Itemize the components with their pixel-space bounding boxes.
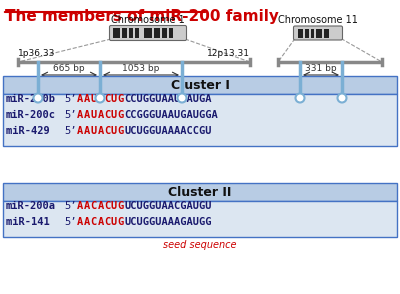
Text: A: A — [77, 201, 83, 211]
Text: 5’: 5’ — [64, 94, 76, 104]
Circle shape — [296, 93, 304, 103]
Text: 331 bp: 331 bp — [305, 64, 337, 73]
FancyBboxPatch shape — [316, 29, 322, 38]
Text: A: A — [84, 110, 90, 120]
FancyBboxPatch shape — [305, 29, 309, 38]
Text: miR-200a: miR-200a — [80, 105, 120, 114]
FancyBboxPatch shape — [135, 28, 139, 38]
FancyBboxPatch shape — [3, 201, 397, 237]
FancyBboxPatch shape — [129, 28, 133, 38]
Text: 12p13.31: 12p13.31 — [207, 49, 250, 58]
Text: miR-200a: miR-200a — [6, 201, 56, 211]
Text: U: U — [90, 126, 97, 136]
Text: The members of miR-200 family: The members of miR-200 family — [5, 9, 279, 24]
FancyBboxPatch shape — [3, 183, 397, 201]
FancyBboxPatch shape — [324, 29, 329, 38]
Text: miR-200c: miR-200c — [6, 110, 56, 120]
FancyBboxPatch shape — [162, 28, 167, 38]
Text: miR-200b: miR-200b — [18, 105, 58, 114]
FancyBboxPatch shape — [298, 29, 303, 38]
Text: C: C — [104, 126, 110, 136]
Text: 5’: 5’ — [64, 126, 76, 136]
Text: C: C — [90, 217, 97, 227]
Text: 1p36.33: 1p36.33 — [18, 49, 55, 58]
FancyBboxPatch shape — [154, 28, 160, 38]
FancyBboxPatch shape — [144, 28, 152, 38]
Text: G: G — [118, 201, 124, 211]
Text: miR-200b: miR-200b — [6, 94, 56, 104]
Text: U: U — [111, 110, 117, 120]
Text: G: G — [118, 110, 124, 120]
Text: A: A — [84, 201, 90, 211]
Text: miR-141: miR-141 — [325, 105, 359, 114]
Text: A: A — [77, 126, 83, 136]
Text: 5’: 5’ — [64, 110, 76, 120]
Text: UCUGGUAAAGAUGG: UCUGGUAAAGAUGG — [124, 217, 212, 227]
Text: miR-141: miR-141 — [6, 217, 56, 227]
Text: U: U — [90, 94, 97, 104]
Text: UCUGGUAACGAUGU: UCUGGUAACGAUGU — [124, 201, 212, 211]
Text: A: A — [84, 126, 90, 136]
Text: A: A — [84, 217, 90, 227]
Text: CCUGGUAAUGAUGA: CCUGGUAAUGAUGA — [124, 94, 212, 104]
Circle shape — [34, 93, 42, 103]
Text: C: C — [104, 94, 110, 104]
FancyBboxPatch shape — [113, 28, 120, 38]
Text: 665 bp: 665 bp — [53, 64, 85, 73]
Text: A: A — [98, 94, 104, 104]
Text: A: A — [98, 217, 104, 227]
FancyBboxPatch shape — [294, 26, 342, 40]
Text: G: G — [118, 217, 124, 227]
Text: Chromosome 11: Chromosome 11 — [278, 15, 358, 25]
FancyBboxPatch shape — [169, 28, 173, 38]
Text: U: U — [111, 94, 117, 104]
FancyBboxPatch shape — [311, 29, 314, 38]
Text: A: A — [77, 94, 83, 104]
Text: UCUGGUAAAACCGU: UCUGGUAAAACCGU — [124, 126, 212, 136]
Text: U: U — [111, 201, 117, 211]
Circle shape — [96, 93, 104, 103]
Text: C: C — [104, 217, 110, 227]
Text: CCGGGUAAUGAUGGA: CCGGGUAAUGAUGGA — [124, 110, 218, 120]
Text: U: U — [90, 110, 97, 120]
Text: U: U — [111, 217, 117, 227]
Text: seed sequence: seed sequence — [163, 240, 237, 250]
Text: Cluster II: Cluster II — [168, 186, 232, 198]
Text: Chromosome 1: Chromosome 1 — [111, 15, 185, 25]
Text: A: A — [77, 217, 83, 227]
Text: C: C — [104, 110, 110, 120]
Text: A: A — [98, 201, 104, 211]
Text: U: U — [111, 126, 117, 136]
Text: 1053 bp: 1053 bp — [122, 64, 160, 73]
FancyBboxPatch shape — [3, 94, 397, 146]
Text: miR-429: miR-429 — [6, 126, 56, 136]
Text: A: A — [84, 94, 90, 104]
Text: Cluster I: Cluster I — [170, 78, 230, 91]
FancyBboxPatch shape — [110, 26, 186, 41]
Text: miR-200c: miR-200c — [280, 105, 320, 114]
Text: 5’: 5’ — [64, 217, 76, 227]
Text: A: A — [98, 126, 104, 136]
FancyBboxPatch shape — [3, 76, 397, 94]
Text: C: C — [90, 201, 97, 211]
FancyBboxPatch shape — [122, 28, 127, 38]
Circle shape — [338, 93, 346, 103]
Text: C: C — [104, 201, 110, 211]
Text: A: A — [77, 110, 83, 120]
Text: G: G — [118, 126, 124, 136]
Text: G: G — [118, 94, 124, 104]
Circle shape — [178, 93, 186, 103]
Text: A: A — [98, 110, 104, 120]
Text: 5’: 5’ — [64, 201, 76, 211]
Text: miR-429: miR-429 — [165, 105, 199, 114]
